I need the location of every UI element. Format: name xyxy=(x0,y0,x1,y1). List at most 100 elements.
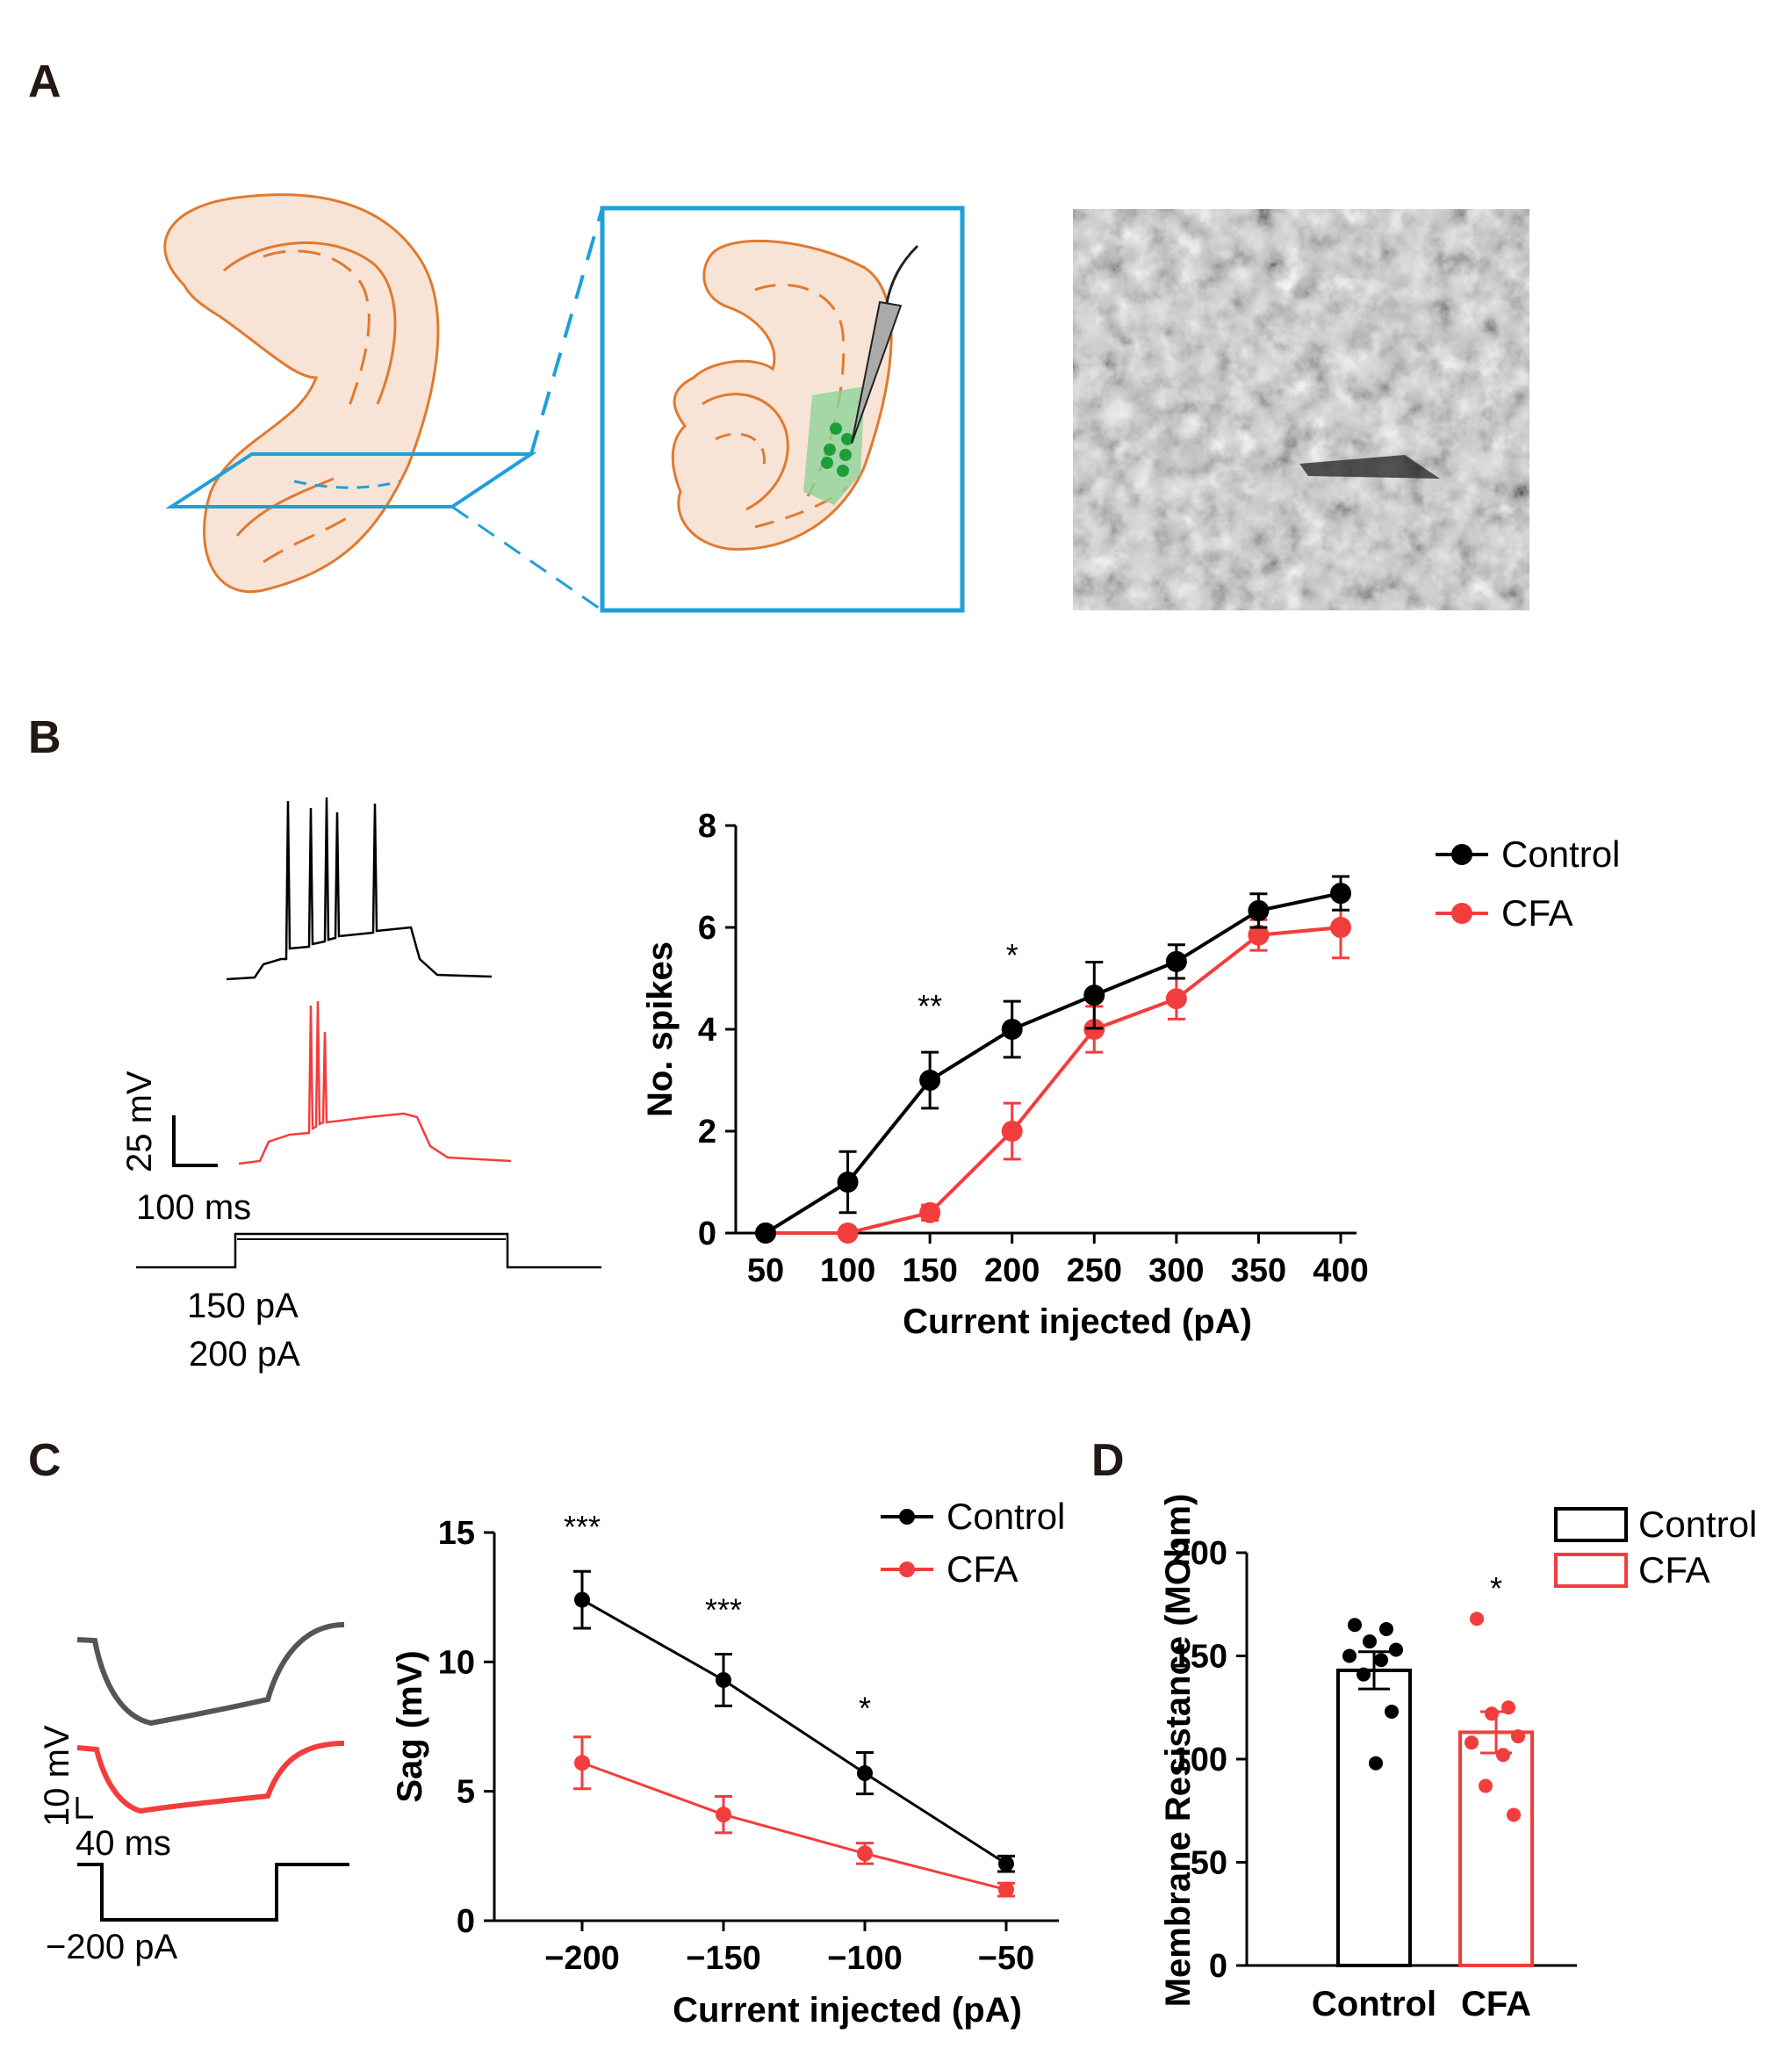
data-point-control xyxy=(919,1070,941,1091)
current-label-200: 200 pA xyxy=(189,1335,300,1374)
x-tick-label: −200 xyxy=(544,1940,620,1977)
y-axis-label: Membrane Resistance (MOhm) xyxy=(1159,1494,1198,2008)
trace-b-control xyxy=(226,797,493,981)
x-tick-label: 250 xyxy=(1067,1252,1122,1289)
chart-sag: 0 5 10 15 −200 −150 −100 −50 Current injected (p… xyxy=(391,1496,1065,2030)
legend-marker-cfa xyxy=(1451,903,1472,924)
data-point-control xyxy=(1385,1704,1399,1719)
data-point-control xyxy=(1379,1621,1393,1636)
y-axis-label: Sag (mV) xyxy=(391,1650,429,1802)
legend-marker-control xyxy=(1451,844,1472,865)
trace-c: 10 mV 40 ms −200 pA xyxy=(38,1622,349,1966)
significance-mark: * xyxy=(1006,937,1018,973)
x-tick-label: Control xyxy=(1312,1985,1436,2023)
x-tick-label: 100 xyxy=(820,1252,875,1289)
data-point-cfa xyxy=(1465,1735,1479,1750)
y-tick-label: 0 xyxy=(457,1903,475,1940)
y-tick-label: 10 xyxy=(438,1644,475,1681)
legend-marker-cfa xyxy=(899,1562,915,1577)
data-point-cfa xyxy=(716,1807,731,1823)
data-point-control xyxy=(1389,1642,1403,1657)
data-point-cfa xyxy=(1501,1700,1515,1715)
data-point-control xyxy=(1348,1618,1362,1633)
legend-swatch-control xyxy=(1554,1507,1628,1542)
data-point-control xyxy=(716,1671,731,1688)
data-point-cfa xyxy=(1496,1748,1510,1763)
legend-label: CFA xyxy=(946,1548,1018,1590)
y-tick-label: 150 xyxy=(1172,1639,1227,1676)
scale-ms-c: 40 ms xyxy=(76,1824,171,1863)
y-tick-label: 6 xyxy=(698,910,716,947)
scale-mv-c: 10 mV xyxy=(38,1725,76,1827)
y-tick-label: 8 xyxy=(698,808,716,845)
x-tick-label: −150 xyxy=(686,1940,761,1977)
series-line-control xyxy=(581,1598,1007,1865)
data-point-control xyxy=(998,1856,1014,1872)
data-point-cfa xyxy=(574,1755,590,1771)
trace-b-cfa xyxy=(238,1000,512,1165)
significance-mark: ** xyxy=(918,988,942,1024)
data-point-control xyxy=(755,1223,776,1244)
significance-mark: * xyxy=(859,1690,871,1726)
series-line-control xyxy=(764,891,1342,1235)
significance-mark: *** xyxy=(564,1509,601,1545)
legend-label: CFA xyxy=(1501,892,1573,934)
data-point-control xyxy=(1342,1648,1357,1663)
data-point-cfa xyxy=(919,1201,941,1223)
legend-swatch-cfa xyxy=(1554,1553,1628,1588)
scale-ms-b: 100 ms xyxy=(136,1188,251,1227)
x-tick-label: −50 xyxy=(978,1940,1034,1977)
bar-cfa xyxy=(1458,1730,1534,1967)
data-point-control xyxy=(1374,1653,1388,1668)
hippocampus-outline xyxy=(163,193,440,594)
data-point-cfa xyxy=(1479,1778,1493,1793)
x-tick-label: −100 xyxy=(827,1940,903,1977)
data-point-control xyxy=(1357,1667,1371,1682)
data-point-control xyxy=(1363,1634,1377,1649)
x-tick-label: CFA xyxy=(1461,1985,1531,2023)
data-point-control xyxy=(857,1765,873,1782)
trace-c-cfa xyxy=(76,1741,345,1814)
data-point-control xyxy=(837,1172,859,1193)
x-axis-label: Current injected (pA) xyxy=(673,1991,1022,2030)
scale-mv-b: 25 mV xyxy=(120,1071,159,1172)
data-point-cfa xyxy=(1248,924,1270,946)
current-label-neg200: −200 pA xyxy=(46,1928,177,1966)
data-point-control xyxy=(1083,985,1105,1006)
panel-label-d: D xyxy=(1091,1435,1125,1486)
y-tick-label: 200 xyxy=(1172,1535,1227,1572)
y-tick-label: 100 xyxy=(1172,1742,1227,1778)
legend-label: Control xyxy=(1501,833,1620,875)
x-tick-label: 350 xyxy=(1231,1252,1286,1289)
microscope-image xyxy=(1073,209,1529,610)
data-point-control xyxy=(574,1591,590,1608)
x-tick-label: 150 xyxy=(902,1252,957,1289)
data-point-control xyxy=(1165,950,1187,972)
data-point-control xyxy=(1369,1756,1383,1771)
current-label-150: 150 pA xyxy=(187,1287,299,1325)
trace-c-control xyxy=(76,1622,345,1727)
chart-spikes: 0 2 4 6 8 50 100 150 200 250 300 350 400 Current inje… xyxy=(641,808,1620,1341)
series-line-cfa xyxy=(766,926,1342,1235)
data-point-cfa xyxy=(1511,1729,1525,1744)
recording-pipette xyxy=(851,300,903,444)
y-tick-label: 0 xyxy=(698,1215,716,1252)
x-tick-label: 400 xyxy=(1313,1252,1368,1289)
x-tick-label: 300 xyxy=(1148,1252,1204,1289)
data-point-control xyxy=(1330,883,1351,905)
data-point-cfa xyxy=(998,1881,1014,1898)
data-point-cfa xyxy=(1507,1807,1521,1822)
x-tick-label: 50 xyxy=(747,1252,784,1289)
data-point-control xyxy=(1001,1019,1023,1040)
bar-control xyxy=(1336,1668,1412,1967)
trace-b: 25 mV 100 ms 150 pA 200 pA xyxy=(120,797,601,1374)
data-point-cfa xyxy=(857,1845,873,1862)
legend-marker-control xyxy=(899,1509,915,1525)
data-point-control xyxy=(1248,899,1270,921)
significance-mark: * xyxy=(1490,1570,1502,1606)
x-tick-label: 200 xyxy=(984,1252,1040,1289)
data-point-cfa xyxy=(1001,1121,1023,1142)
legend-label: CFA xyxy=(1638,1549,1710,1590)
step-command-b xyxy=(136,1232,601,1269)
